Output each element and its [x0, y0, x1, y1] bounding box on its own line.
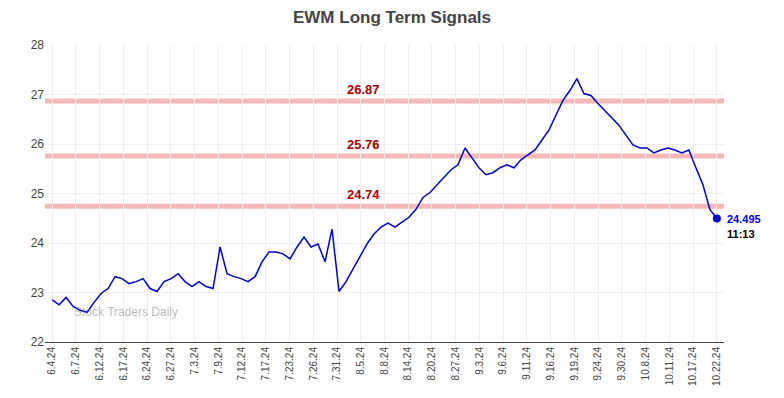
svg-text:10.8.24: 10.8.24: [640, 347, 651, 381]
svg-text:26: 26: [31, 137, 45, 151]
svg-text:9.30.24: 9.30.24: [616, 347, 627, 381]
svg-text:7.12.24: 7.12.24: [236, 347, 247, 381]
svg-text:7.26.24: 7.26.24: [308, 347, 319, 381]
svg-text:8.5.24: 8.5.24: [355, 347, 366, 375]
svg-text:8.8.24: 8.8.24: [379, 347, 390, 375]
svg-text:8.14.24: 8.14.24: [402, 347, 413, 381]
svg-text:26.87: 26.87: [347, 82, 380, 97]
svg-text:EWM Long Term Signals: EWM Long Term Signals: [293, 8, 491, 27]
svg-text:22: 22: [31, 335, 45, 349]
svg-text:9.6.24: 9.6.24: [497, 347, 508, 375]
svg-text:8.20.24: 8.20.24: [426, 347, 437, 381]
svg-text:9.19.24: 9.19.24: [569, 347, 580, 381]
svg-text:25.76: 25.76: [347, 137, 380, 152]
svg-text:23: 23: [31, 286, 45, 300]
svg-text:7.31.24: 7.31.24: [331, 347, 342, 381]
svg-text:7.9.24: 7.9.24: [213, 347, 224, 375]
svg-text:6.4.24: 6.4.24: [46, 347, 57, 375]
svg-text:25: 25: [31, 187, 45, 201]
svg-text:10.11.24: 10.11.24: [664, 347, 675, 386]
svg-text:Stock Traders Daily: Stock Traders Daily: [74, 305, 178, 319]
svg-text:7.3.24: 7.3.24: [189, 347, 200, 375]
svg-text:24: 24: [31, 236, 45, 250]
svg-text:9.3.24: 9.3.24: [474, 347, 485, 375]
svg-text:9.24.24: 9.24.24: [592, 347, 603, 381]
svg-text:10.22.24: 10.22.24: [711, 347, 722, 386]
svg-text:6.27.24: 6.27.24: [165, 347, 176, 381]
svg-text:10.17.24: 10.17.24: [687, 347, 698, 386]
svg-text:7.17.24: 7.17.24: [260, 347, 271, 381]
svg-text:27: 27: [31, 88, 45, 102]
svg-text:9.11.24: 9.11.24: [521, 347, 532, 380]
svg-text:8.27.24: 8.27.24: [450, 347, 461, 381]
svg-text:6.17.24: 6.17.24: [118, 347, 129, 381]
svg-text:24.74: 24.74: [347, 187, 380, 202]
svg-text:24.495: 24.495: [727, 213, 761, 225]
svg-text:6.12.24: 6.12.24: [94, 347, 105, 381]
svg-text:11:13: 11:13: [727, 228, 755, 240]
svg-text:7.23.24: 7.23.24: [284, 347, 295, 381]
svg-text:9.16.24: 9.16.24: [545, 347, 556, 381]
svg-text:6.7.24: 6.7.24: [70, 347, 81, 375]
svg-text:28: 28: [31, 38, 45, 52]
svg-text:6.24.24: 6.24.24: [141, 347, 152, 381]
